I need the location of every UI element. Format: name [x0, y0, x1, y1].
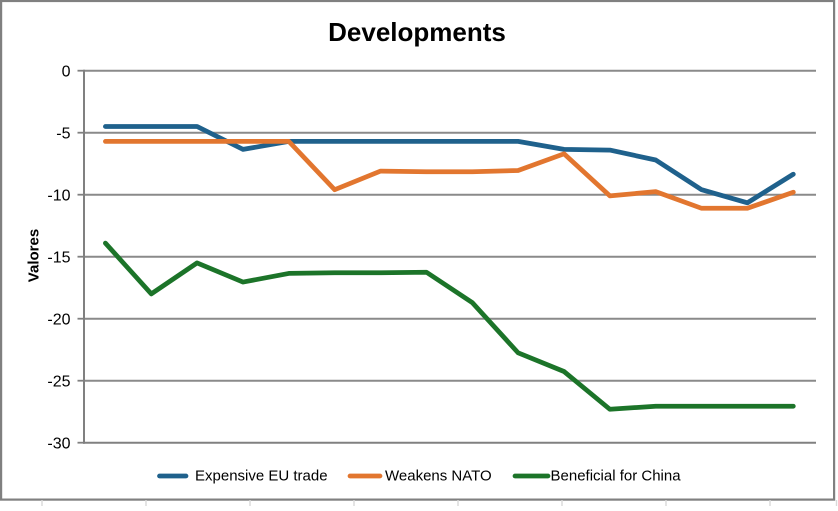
svg-text:-15: -15: [47, 250, 70, 267]
svg-text:-30: -30: [47, 436, 70, 453]
svg-text:-10: -10: [47, 188, 70, 205]
svg-text:Weakens NATO: Weakens NATO: [385, 468, 492, 485]
svg-text:-5: -5: [56, 126, 70, 143]
svg-text:Beneficial for China: Beneficial for China: [551, 468, 682, 485]
svg-text:Developments: Developments: [328, 17, 506, 47]
svg-text:0: 0: [62, 64, 71, 81]
svg-text:Expensive EU trade: Expensive EU trade: [195, 468, 328, 485]
svg-text:Valores: Valores: [25, 229, 42, 282]
svg-text:-25: -25: [47, 374, 70, 391]
svg-text:-20: -20: [47, 312, 70, 329]
